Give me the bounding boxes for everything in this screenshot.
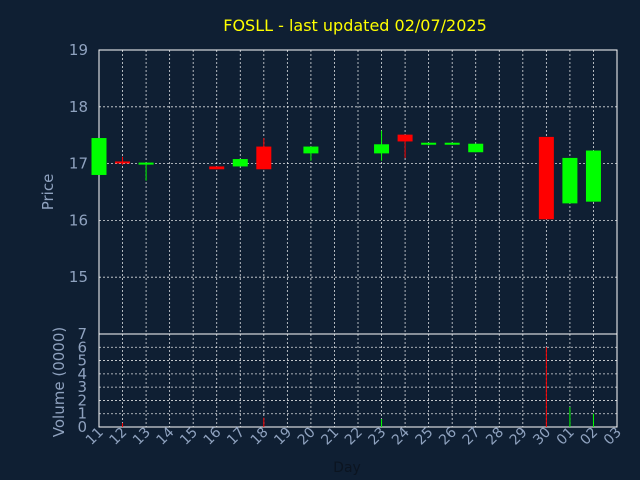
x-tick-label: 15 bbox=[177, 425, 201, 449]
x-tick-label: 21 bbox=[318, 425, 342, 449]
price-tick-label: 16 bbox=[69, 211, 88, 229]
x-tick-label: 27 bbox=[460, 425, 484, 449]
x-tick-label: 28 bbox=[483, 425, 507, 449]
x-tick-label: 02 bbox=[577, 425, 601, 449]
price-tick-label: 18 bbox=[69, 98, 88, 116]
candle-body bbox=[562, 157, 578, 204]
price-tick-label: 17 bbox=[69, 155, 88, 173]
candle-body bbox=[421, 142, 437, 145]
candle-body bbox=[468, 143, 484, 153]
candle-body bbox=[397, 134, 413, 142]
volume-tick-label: 4 bbox=[77, 365, 87, 383]
candle-body bbox=[138, 162, 154, 165]
volume-tick-label: 5 bbox=[77, 352, 87, 370]
x-tick-label: 24 bbox=[389, 424, 413, 448]
x-tick-label: 13 bbox=[130, 425, 154, 449]
volume-tick-label: 0 bbox=[77, 418, 87, 436]
x-tick-label: 03 bbox=[601, 425, 625, 449]
price-tick-label: 19 bbox=[69, 41, 88, 59]
candle-body bbox=[256, 146, 272, 170]
volume-axis-label: Volume (0000) bbox=[50, 327, 68, 437]
volume-tick-label: 7 bbox=[77, 325, 87, 343]
price-axis-label: Price bbox=[39, 174, 57, 211]
candle-body bbox=[444, 142, 460, 145]
volume-plot-frame bbox=[98, 333, 618, 428]
x-tick-label: 25 bbox=[413, 425, 437, 449]
candle-body bbox=[209, 166, 225, 170]
price-tick-label: 15 bbox=[69, 268, 88, 286]
x-tick-label: 26 bbox=[436, 424, 460, 448]
volume-tick-label: 3 bbox=[77, 378, 87, 396]
candle-body bbox=[115, 161, 131, 164]
candle-body bbox=[91, 138, 107, 175]
x-tick-label: 29 bbox=[507, 425, 531, 449]
volume-tick-label: 6 bbox=[77, 338, 87, 356]
x-tick-label: 01 bbox=[554, 425, 578, 449]
x-tick-label: 14 bbox=[154, 424, 178, 448]
x-axis-label: Day bbox=[333, 460, 361, 476]
volume-tick-label: 1 bbox=[77, 405, 87, 423]
x-tick-label: 19 bbox=[271, 425, 295, 449]
x-tick-label: 20 bbox=[295, 425, 319, 449]
x-tick-label: 30 bbox=[530, 425, 554, 449]
chart-title: FOSLL - last updated 02/07/2025 bbox=[223, 16, 487, 35]
x-tick-label: 17 bbox=[224, 425, 248, 449]
x-tick-label: 16 bbox=[201, 424, 225, 448]
price-panel: 15 16 17 18 19 bbox=[69, 41, 618, 335]
x-tick-label: 18 bbox=[248, 425, 272, 449]
candle-body bbox=[538, 136, 554, 220]
x-tick-label: 23 bbox=[365, 425, 389, 449]
volume-tick-label: 2 bbox=[77, 391, 87, 409]
candle-body bbox=[232, 159, 248, 167]
candle-body bbox=[303, 146, 319, 154]
x-tick-label: 22 bbox=[342, 425, 366, 449]
x-tick-label: 12 bbox=[106, 425, 130, 449]
candle-body bbox=[585, 150, 601, 202]
candle-body bbox=[374, 144, 390, 154]
